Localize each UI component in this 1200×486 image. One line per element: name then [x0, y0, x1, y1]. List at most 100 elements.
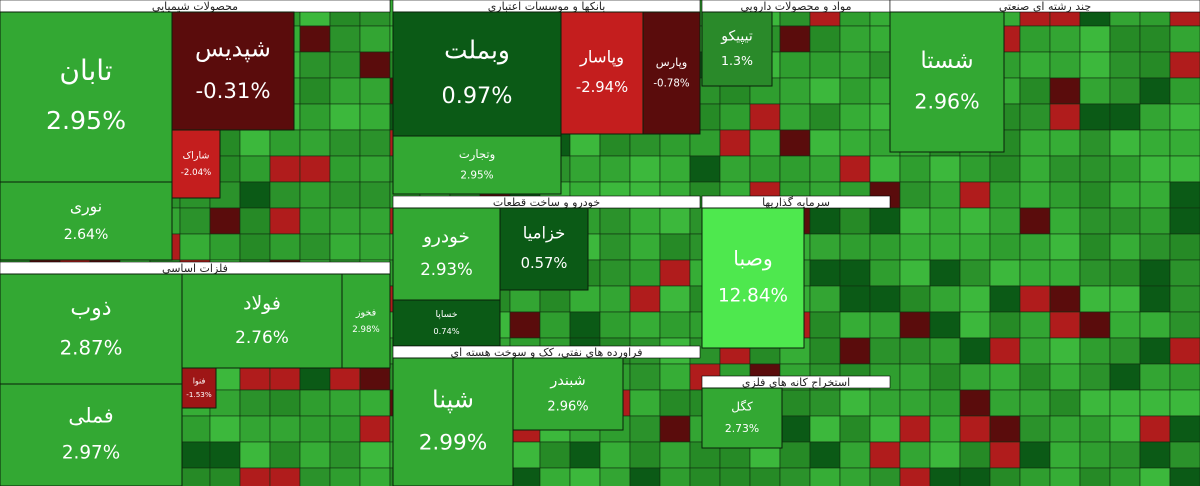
- filler-tile: [779, 389, 811, 417]
- filler-tile: [1049, 389, 1081, 417]
- filler-tile: [329, 77, 361, 105]
- tile-value: 2.96%: [914, 90, 979, 114]
- filler-tile: [1049, 259, 1081, 287]
- filler-tile: [1139, 467, 1171, 486]
- filler-tile: [359, 77, 391, 105]
- filler-tile: [1019, 337, 1051, 365]
- tile: [701, 11, 773, 87]
- filler-tile: [179, 233, 211, 261]
- tile: [341, 273, 391, 369]
- filler-tile: [839, 441, 871, 469]
- filler-tile: [1079, 129, 1111, 157]
- filler-tile: [899, 415, 931, 443]
- filler-tile: [809, 337, 841, 365]
- filler-tile: [179, 415, 211, 443]
- filler-tile: [1049, 233, 1081, 261]
- filler-tile: [749, 129, 781, 157]
- filler-tile: [929, 285, 961, 313]
- filler-tile: [929, 363, 961, 391]
- filler-tile: [899, 259, 931, 287]
- filler-tile: [209, 467, 241, 486]
- filler-tile: [629, 233, 661, 261]
- filler-tile: [1079, 441, 1111, 469]
- tile: [181, 367, 217, 409]
- tile-label: تیپیکو: [720, 28, 753, 44]
- filler-tile: [869, 415, 901, 443]
- filler-tile: [1109, 51, 1141, 79]
- filler-tile: [299, 389, 331, 417]
- filler-tile: [659, 441, 691, 469]
- filler-tile: [839, 285, 871, 313]
- filler-tile: [599, 441, 631, 469]
- filler-tile: [359, 25, 391, 53]
- filler-tile: [1049, 77, 1081, 105]
- filler-tile: [1169, 77, 1200, 105]
- filler-tile: [809, 155, 841, 183]
- filler-tile: [929, 233, 961, 261]
- tile: [181, 273, 343, 369]
- tile-label: تابان: [59, 54, 112, 87]
- group-title: فراورده های نفتی، کک و سوخت هسته ای: [451, 346, 643, 359]
- filler-tile: [359, 467, 391, 486]
- filler-tile: [839, 337, 871, 365]
- filler-tile: [989, 337, 1021, 365]
- filler-tile: [179, 441, 211, 469]
- filler-tile: [869, 285, 901, 313]
- tile-value: 0.57%: [521, 255, 568, 272]
- group-title: استخراج کانه های فلزی: [742, 376, 850, 389]
- filler-tile: [659, 259, 691, 287]
- filler-tile: [989, 389, 1021, 417]
- filler-tile: [779, 129, 811, 157]
- filler-tile: [1049, 337, 1081, 365]
- filler-tile: [1019, 441, 1051, 469]
- tile-label: خساپا: [435, 309, 457, 320]
- filler-tile: [1109, 129, 1141, 157]
- filler-tile: [1049, 181, 1081, 209]
- filler-tile: [1049, 441, 1081, 469]
- filler-tile: [299, 181, 331, 209]
- filler-tile: [959, 467, 991, 486]
- filler-tile: [1169, 51, 1200, 79]
- filler-tile: [839, 259, 871, 287]
- filler-tile: [299, 233, 331, 261]
- filler-tile: [779, 77, 811, 105]
- filler-tile: [239, 181, 271, 209]
- tile-label: شستا: [920, 48, 973, 74]
- filler-tile: [269, 181, 301, 209]
- filler-tile: [1019, 233, 1051, 261]
- filler-tile: [839, 129, 871, 157]
- filler-tile: [629, 155, 661, 183]
- filler-tile: [659, 467, 691, 486]
- filler-tile: [779, 103, 811, 131]
- filler-tile: [1049, 415, 1081, 443]
- tile-label: فملی: [68, 404, 113, 428]
- filler-tile: [1109, 103, 1141, 131]
- group-title: سرمایه گذاریها: [762, 196, 830, 209]
- tile: [642, 11, 701, 135]
- filler-tile: [959, 311, 991, 339]
- filler-tile: [1019, 51, 1051, 79]
- group-title: چند رشته ای صنعتی: [999, 0, 1091, 13]
- filler-tile: [1019, 155, 1051, 183]
- tile-value: 2.93%: [420, 260, 473, 279]
- filler-tile: [869, 233, 901, 261]
- filler-tile: [1049, 155, 1081, 183]
- filler-tile: [959, 233, 991, 261]
- filler-tile: [689, 155, 721, 183]
- filler-tile: [1019, 207, 1051, 235]
- tile-label: وپارس: [656, 55, 688, 70]
- filler-tile: [899, 363, 931, 391]
- filler-tile: [959, 181, 991, 209]
- filler-tile: [1109, 441, 1141, 469]
- filler-tile: [299, 25, 331, 53]
- filler-tile: [659, 415, 691, 443]
- filler-tile: [269, 415, 301, 443]
- filler-tile: [629, 285, 661, 313]
- filler-tile: [929, 311, 961, 339]
- filler-tile: [1169, 363, 1200, 391]
- filler-tile: [1139, 181, 1171, 209]
- filler-tile: [1079, 389, 1111, 417]
- filler-tile: [599, 155, 631, 183]
- tile-label: شاراک: [183, 150, 210, 161]
- filler-tile: [1109, 467, 1141, 486]
